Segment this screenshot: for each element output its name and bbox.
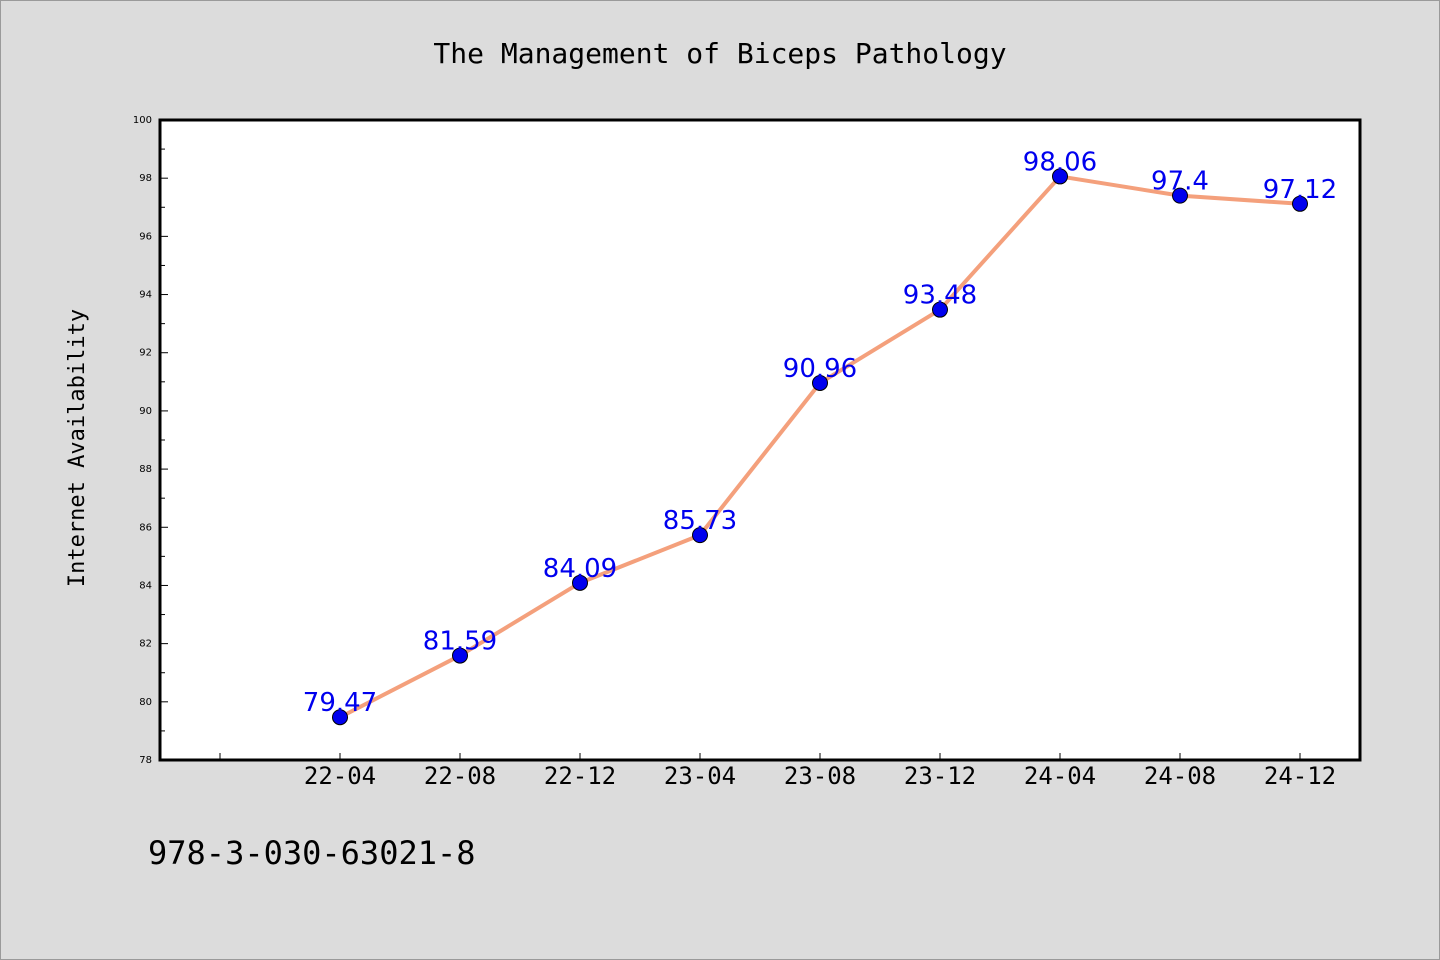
y-tick-label: 100: [133, 115, 152, 126]
data-point: [1172, 187, 1188, 204]
data-label: 90.96: [783, 354, 857, 384]
footer-isbn: 978-3-030-63021-8: [148, 834, 476, 872]
data-point: [812, 374, 828, 391]
y-axis-label: Internet Availability: [65, 309, 90, 587]
data-point: [692, 527, 708, 544]
plot-frame: [158, 118, 1362, 762]
data-label: 85.73: [663, 506, 737, 536]
data-point: [1292, 195, 1308, 212]
y-tick-label: 94: [139, 290, 152, 301]
y-tick-label: 92: [139, 348, 152, 359]
x-tick-label: 23-08: [784, 762, 856, 790]
x-tick-label: 24-04: [1024, 762, 1096, 790]
x-tick-label: 23-04: [664, 762, 736, 790]
data-label: 97.4: [1151, 167, 1209, 197]
data-point: [572, 574, 588, 591]
data-point: [332, 709, 348, 726]
y-tick-label: 86: [139, 522, 152, 533]
axis-ticks: 78 80 82 84 86 88 90 92 94 96 98 100 22-04 22-08 22-12…: [133, 115, 1336, 790]
y-tick-label: 78: [139, 755, 152, 766]
data-point: [452, 647, 468, 664]
y-tick-label: 90: [139, 406, 152, 417]
data-label: 98.06: [1023, 147, 1097, 177]
y-tick-label: 82: [139, 639, 152, 650]
x-tick-label: 22-12: [544, 762, 616, 790]
y-tick-label: 84: [139, 580, 152, 591]
x-tick-label: 22-04: [304, 762, 376, 790]
data-label: 84.09: [543, 554, 617, 584]
y-tick-label: 88: [139, 464, 152, 475]
series-group: 79.47 81.59 84.09 85.73 90.96 93.48 98.06 97.4 9…: [303, 147, 1337, 726]
y-tick-label: 80: [139, 697, 152, 708]
y-tick-label: 96: [139, 231, 152, 242]
data-label: 93.48: [903, 281, 977, 311]
data-label: 79.47: [303, 688, 377, 718]
y-tick-label: 98: [139, 173, 152, 184]
chart-title: The Management of Biceps Pathology: [433, 37, 1006, 70]
data-point: [932, 301, 948, 318]
data-point: [1052, 168, 1068, 185]
plot-area: [160, 120, 1360, 760]
x-tick-label: 23-12: [904, 762, 976, 790]
data-label: 97.12: [1263, 175, 1337, 205]
x-tick-label: 24-12: [1264, 762, 1336, 790]
x-tick-label: 22-08: [424, 762, 496, 790]
x-tick-label: 24-08: [1144, 762, 1216, 790]
data-label: 81.59: [423, 627, 497, 657]
